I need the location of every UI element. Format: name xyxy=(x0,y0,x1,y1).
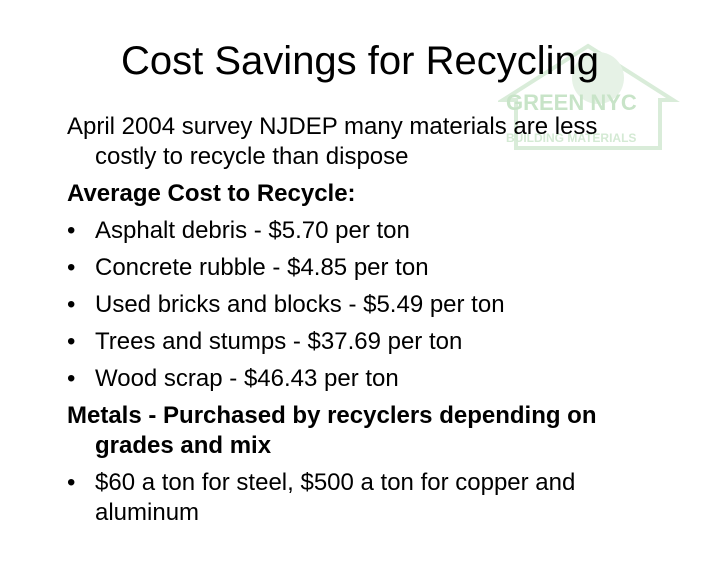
bullet: • Trees and stumps - $37.69 per ton xyxy=(67,327,662,357)
slide-body: April 2004 survey NJDEP many materials a… xyxy=(67,112,662,535)
bullet-dot: • xyxy=(67,217,76,244)
logo-tree xyxy=(572,52,624,104)
logo-house xyxy=(498,43,680,150)
bullet-text: Concrete rubble - $4.85 per ton xyxy=(95,254,429,281)
logo: GREEN NYC BUILDING MATERIALS xyxy=(498,43,680,150)
slide-title: Cost Savings for Recycling xyxy=(121,39,599,83)
bullet: • $60 a ton for steel, $500 a ton for cop… xyxy=(67,468,662,528)
bullet-list: • $60 a ton for steel, $500 a ton for cop… xyxy=(67,468,662,528)
bullet: • Concrete rubble - $4.85 per ton xyxy=(67,253,662,283)
metals-heading: Metals - Purchased by recyclers dependin… xyxy=(67,402,597,459)
bullet: • Used bricks and blocks - $5.49 per ton xyxy=(67,290,662,320)
bullet: • Asphalt debris - $5.70 per ton xyxy=(67,216,662,246)
logo-subtext: BUILDING MATERIALS xyxy=(506,131,636,145)
intro: April 2004 survey NJDEP many materials a… xyxy=(67,113,598,170)
bullet: • Wood scrap - $46.43 per ton xyxy=(67,364,662,394)
bullet-text: Asphalt debris - $5.70 per ton xyxy=(95,217,410,244)
bullet-text: Used bricks and blocks - $5.49 per ton xyxy=(95,291,505,318)
bullet-dot: • xyxy=(67,291,76,318)
bullet-text: Wood scrap - $46.43 per ton xyxy=(95,365,399,392)
bullet-dot: • xyxy=(67,254,76,281)
heading: Average Cost to Recycle: xyxy=(67,180,356,207)
bullet-dot: • xyxy=(67,365,76,392)
bullet-text: $60 a ton for steel, $500 a ton for copp… xyxy=(95,469,576,526)
bullet-list: • Asphalt debris - $5.70 per ton • Concrete… xyxy=(67,216,662,394)
bullet-text: Trees and stumps - $37.69 per ton xyxy=(95,328,463,355)
logo-text: GREEN NYC xyxy=(506,90,637,115)
bullet-dot: • xyxy=(67,469,76,496)
bullet-dot: • xyxy=(67,328,76,355)
